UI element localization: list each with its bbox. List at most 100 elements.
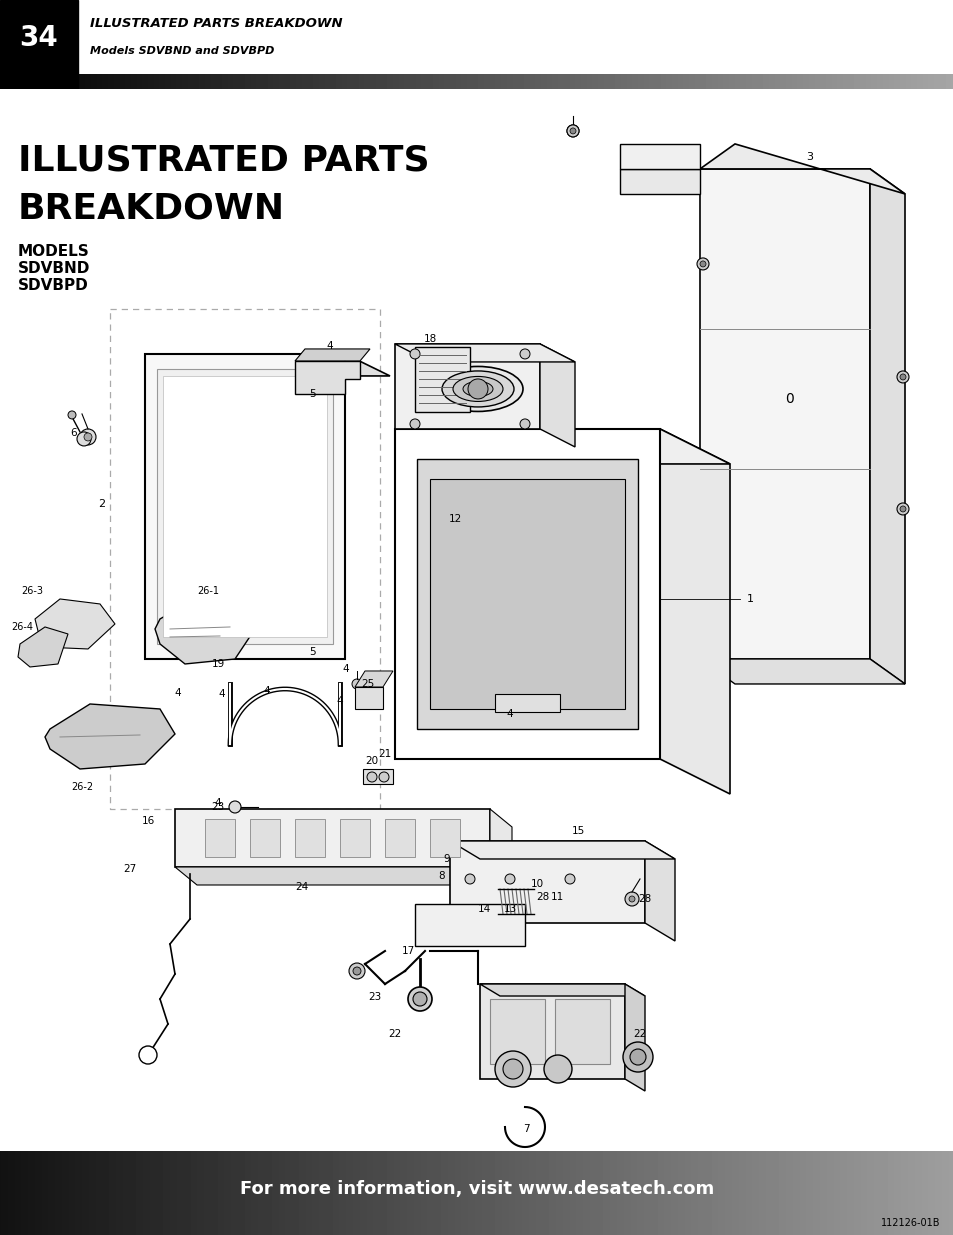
Text: 3: 3: [805, 152, 813, 162]
Text: 18: 18: [423, 333, 436, 343]
Bar: [415, 904, 524, 946]
Polygon shape: [539, 343, 575, 447]
Bar: [430, 479, 624, 709]
Circle shape: [84, 433, 91, 441]
Text: 28: 28: [536, 892, 549, 902]
Circle shape: [77, 432, 91, 446]
Bar: [479, 984, 624, 1079]
Text: 1: 1: [745, 594, 753, 604]
Text: 23: 23: [212, 802, 224, 811]
Bar: [145, 354, 345, 659]
Text: 14: 14: [476, 904, 490, 914]
Text: BREAKDOWN: BREAKDOWN: [18, 191, 285, 226]
Text: 34: 34: [20, 25, 58, 52]
Polygon shape: [35, 599, 115, 648]
Circle shape: [468, 379, 488, 399]
Bar: [174, 809, 490, 867]
Ellipse shape: [441, 370, 514, 408]
Text: 5: 5: [310, 647, 316, 657]
Text: 112126-01B: 112126-01B: [880, 1218, 939, 1228]
Text: 26-2: 26-2: [71, 782, 93, 792]
Text: 4: 4: [214, 798, 221, 808]
Text: For more information, visit www.desatech.com: For more information, visit www.desatech…: [239, 1179, 714, 1198]
Circle shape: [80, 429, 96, 445]
Text: 26-3: 26-3: [21, 585, 43, 597]
Circle shape: [378, 772, 389, 782]
Circle shape: [899, 374, 905, 380]
Text: 4: 4: [174, 688, 181, 698]
Text: 22: 22: [388, 1029, 401, 1039]
Bar: [0, 74, 78, 89]
Polygon shape: [395, 343, 575, 362]
Bar: [490, 999, 544, 1065]
Text: 8: 8: [438, 871, 445, 881]
Polygon shape: [644, 841, 675, 941]
Polygon shape: [619, 144, 700, 169]
Text: ILLUSTRATED PARTS BREAKDOWN: ILLUSTRATED PARTS BREAKDOWN: [90, 16, 342, 30]
Text: 19: 19: [212, 659, 224, 669]
Circle shape: [566, 125, 578, 137]
Text: 9: 9: [443, 853, 450, 864]
Text: 13: 13: [503, 904, 517, 914]
Circle shape: [504, 874, 515, 884]
Circle shape: [566, 125, 578, 137]
Text: 11: 11: [550, 892, 563, 902]
Circle shape: [502, 1058, 522, 1079]
Bar: [163, 375, 327, 637]
Circle shape: [629, 1049, 645, 1065]
Circle shape: [564, 874, 575, 884]
Text: 17: 17: [401, 946, 415, 956]
Text: 27: 27: [123, 864, 136, 874]
Text: SDVBPD: SDVBPD: [18, 278, 89, 293]
Bar: [355, 687, 382, 709]
Circle shape: [353, 967, 360, 974]
Bar: [294, 819, 325, 857]
Text: 26-1: 26-1: [196, 585, 219, 597]
Text: Models SDVBND and SDVBPD: Models SDVBND and SDVBPD: [90, 46, 274, 57]
Text: 2: 2: [98, 499, 106, 509]
Circle shape: [896, 503, 908, 515]
Text: 23: 23: [368, 992, 381, 1002]
Circle shape: [899, 506, 905, 513]
Circle shape: [139, 1046, 157, 1065]
Text: 20: 20: [365, 756, 378, 766]
Text: 4: 4: [218, 689, 225, 699]
Circle shape: [410, 350, 419, 359]
Polygon shape: [490, 809, 512, 885]
Circle shape: [569, 128, 576, 133]
Polygon shape: [18, 627, 68, 667]
Polygon shape: [659, 429, 729, 794]
Circle shape: [519, 350, 530, 359]
Circle shape: [352, 679, 361, 689]
Text: ILLUSTRATED PARTS: ILLUSTRATED PARTS: [18, 144, 429, 178]
Circle shape: [628, 897, 635, 902]
Circle shape: [68, 411, 76, 419]
Circle shape: [519, 419, 530, 429]
Text: 6: 6: [71, 429, 77, 438]
Text: SDVBND: SDVBND: [18, 261, 91, 275]
Ellipse shape: [433, 367, 522, 411]
Bar: [0, 0, 78, 75]
Circle shape: [349, 963, 365, 979]
Text: 4: 4: [506, 709, 513, 719]
Circle shape: [700, 261, 705, 267]
Circle shape: [464, 874, 475, 884]
Bar: [415, 347, 470, 412]
Polygon shape: [294, 350, 370, 361]
Text: 0: 0: [785, 391, 794, 406]
Text: 4: 4: [326, 341, 333, 351]
Bar: [363, 769, 393, 784]
Polygon shape: [145, 354, 390, 375]
Bar: [385, 819, 415, 857]
Circle shape: [543, 1055, 572, 1083]
Bar: [395, 343, 539, 429]
Polygon shape: [869, 169, 904, 684]
Text: 4: 4: [263, 685, 270, 697]
Polygon shape: [700, 144, 904, 194]
Ellipse shape: [462, 382, 493, 396]
Polygon shape: [154, 599, 254, 664]
Bar: [395, 429, 659, 760]
Text: 4: 4: [336, 697, 343, 706]
Circle shape: [624, 892, 639, 906]
Text: 15: 15: [571, 826, 584, 836]
